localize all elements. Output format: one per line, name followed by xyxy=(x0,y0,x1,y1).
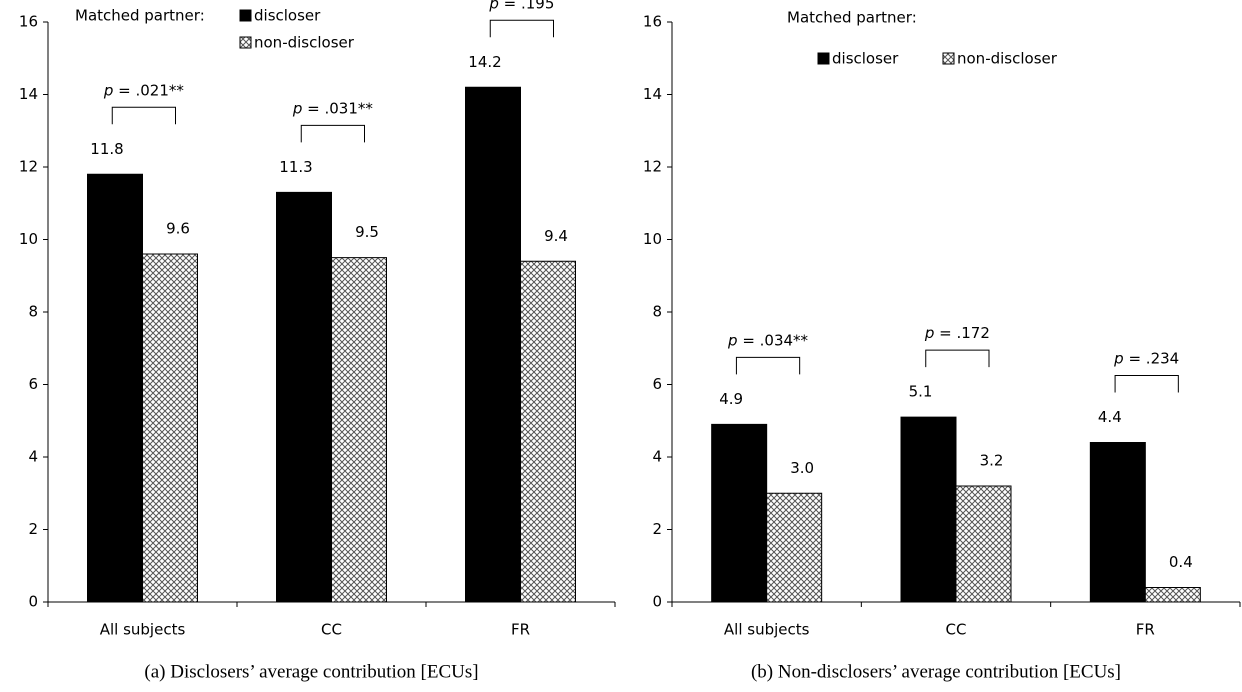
value-label: 9.4 xyxy=(544,227,568,245)
bar xyxy=(276,191,332,603)
y-tick-label: 16 xyxy=(643,13,662,31)
y-tick-label: 8 xyxy=(652,303,662,321)
value-label: 3.0 xyxy=(790,459,814,477)
y-tick-label: 12 xyxy=(643,158,662,176)
legend-label: non-discloser xyxy=(254,34,355,52)
x-tick-label: FR xyxy=(1136,621,1155,639)
p-value-annotation: p = .031** xyxy=(292,99,374,117)
y-tick-label: 4 xyxy=(652,448,662,466)
significance-bracket xyxy=(735,356,801,375)
bar xyxy=(1089,442,1146,603)
y-tick-label: 6 xyxy=(28,375,38,393)
legend-swatch xyxy=(817,52,830,65)
y-tick-label: 4 xyxy=(28,448,38,466)
p-value-annotation: p = .034** xyxy=(727,331,809,349)
bar xyxy=(1144,587,1201,603)
value-label: 3.2 xyxy=(980,452,1004,470)
significance-bracket xyxy=(111,106,176,125)
value-label: 4.9 xyxy=(719,390,743,408)
y-tick-label: 14 xyxy=(643,85,662,103)
x-tick-label: All subjects xyxy=(724,621,810,639)
value-label: 9.5 xyxy=(355,223,379,241)
significance-bracket xyxy=(300,124,365,143)
bar xyxy=(331,257,387,603)
bar xyxy=(142,253,198,603)
value-label: 11.8 xyxy=(90,140,123,158)
legend-label: discloser xyxy=(832,50,899,68)
bar xyxy=(955,485,1012,603)
y-tick-label: 10 xyxy=(643,230,662,248)
bar xyxy=(900,416,957,603)
value-label: 14.2 xyxy=(468,53,501,71)
x-tick-label: FR xyxy=(511,621,530,639)
p-value-annotation: p = .021** xyxy=(103,81,185,99)
legend-title: Matched partner: xyxy=(75,7,205,25)
significance-bracket xyxy=(1114,375,1179,393)
y-tick-label: 0 xyxy=(652,593,662,611)
value-label: 11.3 xyxy=(279,158,312,176)
legend-swatch xyxy=(942,52,955,65)
y-tick-label: 2 xyxy=(28,520,38,538)
legend-swatch xyxy=(239,9,252,22)
legend-label: discloser xyxy=(254,7,321,25)
y-tick-label: 12 xyxy=(19,158,38,176)
value-label: 5.1 xyxy=(909,383,933,401)
caption: (b) Non-disclosers’ average contribution… xyxy=(751,661,1121,682)
p-value-annotation: p = .234 xyxy=(1113,349,1179,367)
legend-label: non-discloser xyxy=(957,50,1058,68)
legend-title: Matched partner: xyxy=(787,9,917,27)
bar xyxy=(520,260,576,603)
value-label: 9.6 xyxy=(166,220,190,238)
bar xyxy=(87,173,143,603)
significance-bracket xyxy=(925,349,990,368)
bar xyxy=(711,423,768,603)
y-tick-label: 2 xyxy=(652,520,662,538)
x-tick-label: CC xyxy=(321,621,342,639)
x-tick-label: CC xyxy=(946,621,967,639)
bar xyxy=(465,86,521,603)
y-tick-label: 14 xyxy=(19,85,38,103)
caption: (a) Disclosers’ average contribution [EC… xyxy=(144,661,478,682)
y-tick-label: 0 xyxy=(28,593,38,611)
legend-swatch xyxy=(239,36,252,49)
significance-bracket xyxy=(489,19,554,38)
y-tick-label: 16 xyxy=(19,13,38,31)
y-tick-label: 10 xyxy=(19,230,38,248)
bar xyxy=(766,492,823,603)
y-tick-label: 8 xyxy=(28,303,38,321)
value-label: 0.4 xyxy=(1169,553,1193,571)
value-label: 4.4 xyxy=(1098,408,1122,426)
y-tick-label: 6 xyxy=(652,375,662,393)
p-value-annotation: p = .172 xyxy=(924,324,990,342)
x-tick-label: All subjects xyxy=(100,621,186,639)
p-value-annotation: p = .195 xyxy=(488,0,554,12)
